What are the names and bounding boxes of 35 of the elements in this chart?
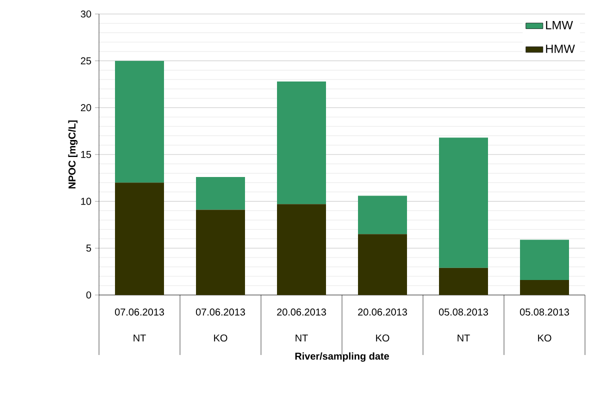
text: KO: [538, 334, 552, 342]
text: NT: [134, 334, 146, 342]
bar: [520, 280, 570, 295]
bar: [196, 176, 246, 210]
bar: [439, 138, 488, 268]
x-tick-label: 20.06.2013: [358, 308, 407, 316]
text: NT: [296, 334, 308, 342]
y-tick-label: 15: [81, 151, 92, 158]
legend-label: HMW: [546, 44, 575, 53]
bar: [358, 234, 408, 295]
x-tick-label: 20.06.2013: [277, 308, 326, 316]
bar: [358, 196, 408, 234]
bar: [115, 60, 164, 183]
y-axis-title: NPOC [mgC/L]: [68, 120, 78, 188]
y-tick-label: 5: [86, 244, 92, 252]
y-tick-label: 30: [80, 10, 92, 18]
y-tick-label: 0: [86, 291, 92, 299]
y-tick-label: 10: [81, 198, 92, 205]
y-tick-label: 25: [80, 57, 92, 64]
bar: [439, 268, 488, 295]
legend-label: LMW: [546, 20, 573, 30]
bar: [277, 204, 326, 295]
bar: [277, 81, 326, 204]
text: KO: [214, 334, 228, 342]
bar: [196, 210, 246, 295]
bar: [520, 240, 570, 280]
x-axis-title: River/sampling date: [295, 352, 389, 362]
bar: [115, 182, 164, 295]
x-tick-label: 05.08.2013: [520, 308, 569, 316]
x-tick-label: 07.06.2013: [114, 308, 164, 316]
x-tick-label: 07.06.2013: [196, 308, 245, 316]
x-tick-label: 05.08.2013: [438, 308, 488, 316]
text: NT: [458, 334, 470, 342]
y-tick-label: 20: [80, 104, 92, 112]
text: KO: [376, 334, 390, 342]
